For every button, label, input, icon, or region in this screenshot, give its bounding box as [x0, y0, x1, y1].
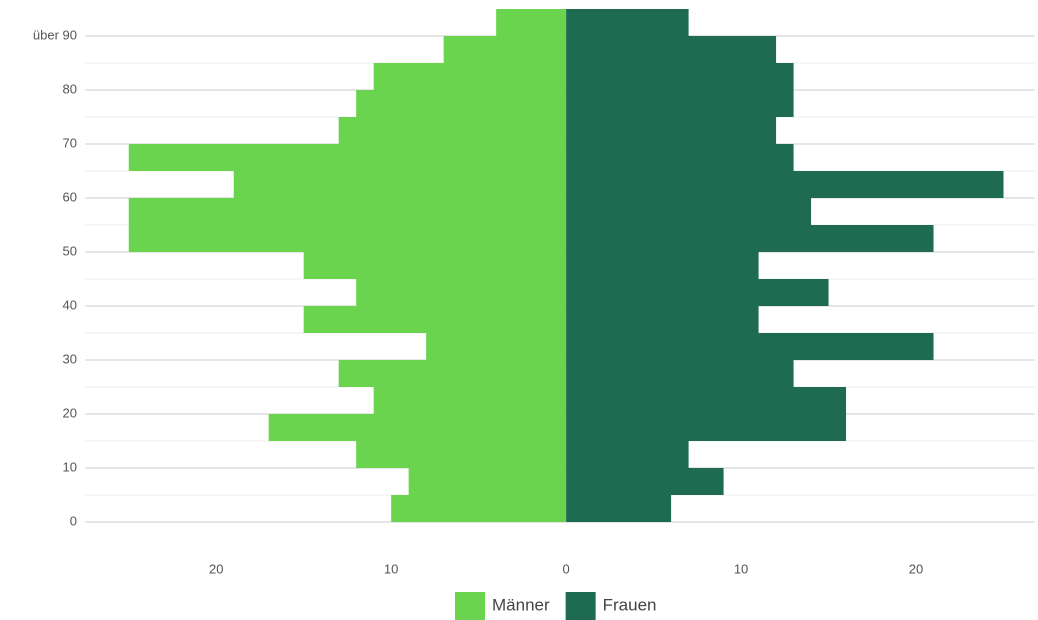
bar	[128, 144, 567, 171]
y-tick-label: 30	[63, 351, 77, 366]
x-tick-label: 20	[209, 561, 223, 576]
bar	[566, 468, 724, 495]
bar	[408, 468, 567, 495]
bar	[233, 171, 567, 198]
legend-label: Frauen	[603, 595, 657, 614]
bar	[128, 198, 567, 225]
bar	[566, 360, 794, 387]
y-tick-label: 0	[70, 513, 77, 528]
legend-swatch	[565, 592, 596, 620]
bar	[566, 117, 777, 144]
bar	[426, 333, 567, 360]
bar	[356, 279, 567, 306]
bar	[566, 171, 1004, 198]
bar	[566, 414, 847, 441]
bar	[373, 63, 567, 90]
bar	[566, 306, 759, 333]
bar	[566, 9, 689, 36]
bar	[566, 63, 794, 90]
bar	[303, 306, 567, 333]
y-tick-label: über 90	[33, 27, 77, 42]
bar	[443, 36, 567, 63]
bar	[268, 414, 567, 441]
bar	[496, 9, 567, 36]
bar	[566, 198, 812, 225]
bar	[373, 387, 567, 414]
bar	[566, 90, 794, 117]
bar	[566, 387, 847, 414]
bar	[356, 90, 567, 117]
y-tick-label: 60	[63, 189, 77, 204]
bar	[128, 225, 567, 252]
legend-swatch	[455, 592, 485, 620]
legend-label: Männer	[492, 595, 550, 614]
bar	[566, 252, 759, 279]
bar	[566, 333, 934, 360]
bar	[391, 495, 567, 522]
bar	[338, 360, 567, 387]
bar	[356, 441, 567, 468]
bar	[566, 441, 689, 468]
y-tick-label: 40	[63, 297, 77, 312]
bar	[566, 36, 777, 63]
bar	[338, 117, 567, 144]
bar	[303, 252, 567, 279]
bar	[566, 495, 672, 522]
y-tick-label: 70	[63, 135, 77, 150]
x-tick-label: 0	[563, 561, 570, 576]
bar	[566, 279, 829, 306]
y-tick-label: 50	[63, 243, 77, 258]
bar	[566, 144, 794, 171]
y-tick-label: 20	[63, 405, 77, 420]
y-tick-label: 80	[63, 81, 77, 96]
x-tick-label: 20	[909, 561, 923, 576]
bar	[566, 225, 934, 252]
y-tick-label: 10	[63, 459, 77, 474]
x-tick-label: 10	[384, 561, 398, 576]
x-tick-label: 10	[734, 561, 748, 576]
